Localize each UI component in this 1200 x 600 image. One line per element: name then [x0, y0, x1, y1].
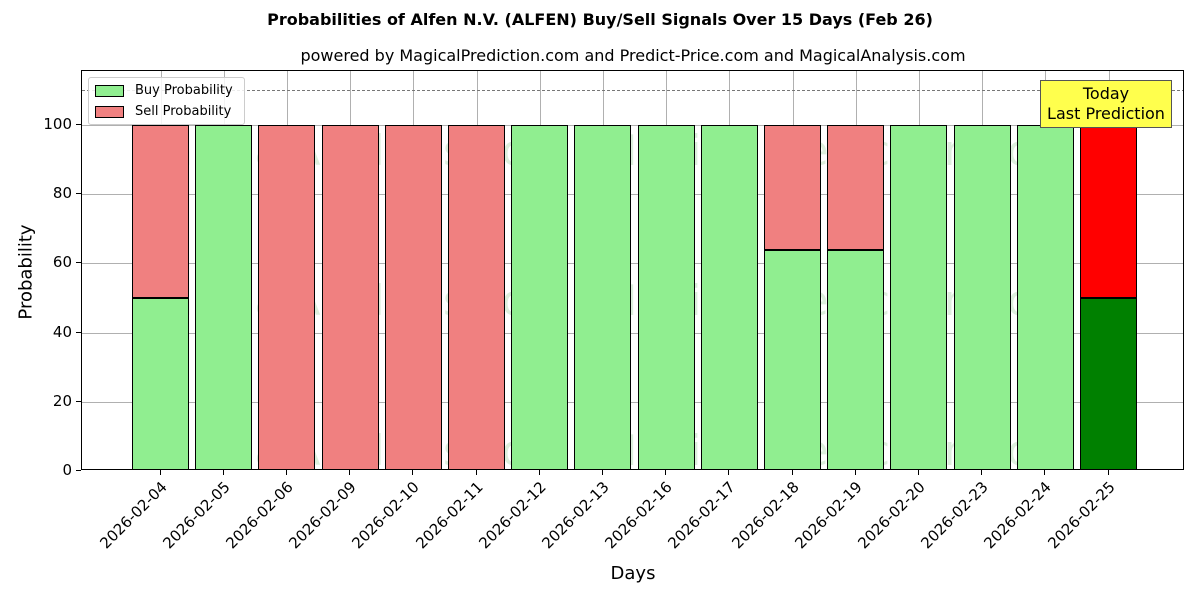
- x-tick-mark: [665, 470, 667, 475]
- bar-buy: [574, 125, 632, 469]
- x-axis-label: Days: [610, 563, 656, 584]
- annotation-line1: Today: [1082, 84, 1130, 103]
- gridline-h: [82, 401, 1183, 403]
- y-tick-label: 60: [52, 253, 72, 272]
- x-tick-mark: [475, 470, 477, 475]
- reference-line: [82, 90, 1183, 92]
- bar-sell: [384, 125, 442, 469]
- bar-sell: [321, 125, 379, 469]
- annotation-line2: Last Prediction: [1047, 104, 1165, 123]
- y-tick-mark: [76, 193, 81, 195]
- x-tick-mark: [917, 470, 919, 475]
- x-tick-mark: [538, 470, 540, 475]
- y-tick-label: 20: [52, 391, 72, 410]
- y-tick-mark: [76, 400, 81, 402]
- x-tick-mark: [1107, 470, 1109, 475]
- gridline-h: [82, 125, 1183, 126]
- bar-buy: [1016, 125, 1074, 469]
- x-tick-mark: [791, 470, 793, 475]
- today-annotation: Today Last Prediction: [1040, 80, 1172, 128]
- bar-buy: [700, 125, 758, 469]
- gridline-h: [82, 332, 1183, 334]
- x-tick-mark: [854, 470, 856, 475]
- y-axis-label: Probability: [15, 224, 37, 320]
- y-tick-label: 80: [52, 184, 72, 203]
- bar-sell: [448, 125, 505, 469]
- bar-sell: [1080, 125, 1137, 298]
- buy-swatch-icon: [95, 84, 124, 97]
- y-tick-label: 100: [43, 115, 72, 133]
- legend-item-sell: Sell Probability: [95, 104, 231, 119]
- y-tick-label: 0: [62, 461, 72, 479]
- bar-buy: [827, 249, 885, 469]
- bar-sell: [764, 125, 821, 250]
- bar-sell: [258, 125, 316, 469]
- bar-buy: [637, 125, 695, 469]
- chart-subtitle: powered by MagicalPrediction.com and Pre…: [300, 46, 966, 65]
- bar-buy: [953, 125, 1011, 469]
- chart-title: Probabilities of Alfen N.V. (ALFEN) Buy/…: [267, 10, 933, 29]
- legend-label-sell: Sell Probability: [135, 104, 232, 119]
- y-tick-mark: [76, 331, 81, 333]
- x-tick-mark: [728, 470, 730, 475]
- x-tick-mark: [285, 470, 287, 475]
- x-tick-mark: [1044, 470, 1046, 475]
- legend: Buy Probability Sell Probability: [88, 77, 245, 125]
- x-tick-mark: [159, 470, 161, 475]
- x-tick-mark: [601, 470, 603, 475]
- bar-buy: [890, 125, 948, 469]
- x-tick-mark: [349, 470, 351, 475]
- y-tick-label: 40: [52, 322, 72, 341]
- sell-swatch-icon: [95, 105, 124, 118]
- bar-buy: [511, 125, 569, 469]
- plot-area: MagicalAnalysis.comMagicalPrediction.com…: [81, 70, 1184, 470]
- legend-item-buy: Buy Probability: [95, 83, 233, 98]
- gridline-h: [82, 263, 1183, 265]
- x-tick-mark: [412, 470, 414, 475]
- bar-buy: [132, 298, 189, 469]
- x-tick-mark: [222, 470, 224, 475]
- legend-label-buy: Buy Probability: [135, 83, 233, 98]
- bar-buy: [764, 249, 821, 469]
- y-tick-mark: [76, 124, 81, 125]
- bar-buy: [1080, 298, 1137, 469]
- y-tick-mark: [76, 262, 81, 264]
- bar-sell: [132, 125, 189, 298]
- bar-sell: [827, 125, 885, 250]
- y-tick-mark: [76, 470, 81, 471]
- bar-buy: [195, 125, 253, 469]
- gridline-h: [82, 194, 1183, 196]
- x-tick-mark: [981, 470, 983, 475]
